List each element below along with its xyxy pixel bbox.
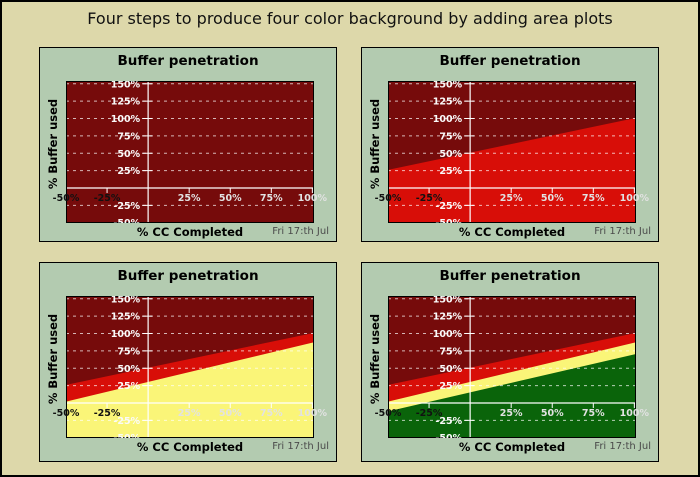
chart-title: Buffer penetration: [439, 53, 581, 69]
x-tick-label: -50%: [53, 408, 80, 419]
x-tick-label: 25%: [178, 193, 201, 204]
chart-panel-step4: Buffer penetration % Buffer used 150% 125…: [361, 262, 659, 462]
x-axis-title: % CC Completed: [136, 225, 244, 239]
plot-area-step2: 150% 125% 100% 75% 50% 25% -25% -50% -50% -25% 25%…: [375, 81, 650, 223]
chart-panel-step3: Buffer penetration % Buffer used 150% 125…: [39, 262, 337, 462]
date-footer: Fri 17:th Jul: [594, 441, 651, 452]
area-layers: [388, 296, 636, 438]
x-tick-label: 100%: [298, 193, 328, 204]
y-tick-label: 150%: [111, 81, 141, 90]
chart-title: Buffer penetration: [439, 268, 581, 284]
plot-border: [388, 296, 636, 438]
y-tick-label: 125%: [433, 97, 463, 108]
y-tick-label: -25%: [435, 201, 462, 212]
x-tick-label: 25%: [500, 193, 523, 204]
x-tick-label: 100%: [620, 408, 650, 419]
area-layers: [66, 81, 314, 223]
x-tick-label: -50%: [375, 408, 402, 419]
chart-panel-step2: Buffer penetration % Buffer used 150% 125…: [361, 47, 659, 242]
y-tick-label: 100%: [111, 329, 141, 340]
chart-title: Buffer penetration: [117, 53, 259, 69]
x-tick-label: -25%: [416, 193, 443, 204]
x-tick-label: 100%: [298, 408, 328, 419]
y-tick-label: 75%: [117, 131, 140, 142]
y-tick-label: 125%: [111, 312, 141, 323]
x-axis-title: % CC Completed: [458, 225, 566, 239]
x-tick-label: 100%: [620, 193, 650, 204]
x-tick-label: 75%: [260, 408, 283, 419]
plot-area-step4: 150% 125% 100% 75% 50% 25% -25% -50% -50% -25% 25%…: [375, 296, 650, 438]
y-tick-label: 50%: [117, 364, 140, 375]
y-tick-label: -25%: [113, 201, 140, 212]
plot-border: [388, 81, 636, 223]
x-tick-label: 75%: [582, 408, 605, 419]
chart-panel-step1: Buffer penetration % Buffer used 150% 125…: [39, 47, 337, 242]
x-axis-title: % CC Completed: [136, 440, 244, 454]
area-layer-red: [388, 117, 636, 223]
y-tick-label: 50%: [117, 149, 140, 160]
y-tick-label: 75%: [439, 346, 462, 357]
y-tick-label: 50%: [439, 149, 462, 160]
y-tick-label: -50%: [435, 433, 462, 438]
y-tick-label: 25%: [117, 166, 140, 177]
y-tick-label: 75%: [117, 346, 140, 357]
plot-border: [66, 81, 314, 223]
area-layers: [66, 296, 314, 438]
area-layer-darkred: [66, 81, 314, 223]
y-tick-label: -50%: [113, 433, 140, 438]
x-tick-label: -25%: [416, 408, 443, 419]
x-tick-label: -50%: [375, 193, 402, 204]
y-tick-label: 150%: [111, 296, 141, 305]
y-tick-label: 25%: [117, 381, 140, 392]
date-footer: Fri 17:th Jul: [272, 441, 329, 452]
chart-title: Buffer penetration: [117, 268, 259, 284]
date-footer: Fri 17:th Jul: [594, 226, 651, 237]
plot-border: [66, 296, 314, 438]
area-layer-yellow: [66, 342, 314, 438]
y-tick-label: 75%: [439, 131, 462, 142]
y-tick-label: 100%: [433, 329, 463, 340]
x-axis-title: % CC Completed: [458, 440, 566, 454]
y-tick-label: 25%: [439, 381, 462, 392]
x-tick-label: -25%: [94, 408, 121, 419]
y-tick-label: -25%: [113, 416, 140, 427]
x-tick-label: -25%: [94, 193, 121, 204]
y-tick-label: 125%: [433, 312, 463, 323]
area-layers: [388, 81, 636, 223]
y-tick-label: -50%: [435, 218, 462, 223]
x-tick-label: 50%: [541, 408, 564, 419]
y-tick-label: 100%: [433, 114, 463, 125]
x-tick-label: 25%: [500, 408, 523, 419]
y-tick-label: -25%: [435, 416, 462, 427]
x-tick-label: 75%: [582, 193, 605, 204]
x-tick-label: 50%: [219, 193, 242, 204]
x-tick-label: 50%: [541, 193, 564, 204]
x-tick-label: 75%: [260, 193, 283, 204]
y-tick-label: 25%: [439, 166, 462, 177]
y-tick-label: 125%: [111, 97, 141, 108]
y-tick-label: 50%: [439, 364, 462, 375]
plot-area-step3: 150% 125% 100% 75% 50% 25% -25% -50% -50% -25% 25%…: [53, 296, 328, 438]
y-tick-label: 150%: [433, 81, 463, 90]
area-layer-green: [388, 354, 636, 438]
figure-title: Four steps to produce four color backgro…: [87, 9, 613, 28]
y-tick-label: 150%: [433, 296, 463, 305]
date-footer: Fri 17:th Jul: [272, 226, 329, 237]
y-tick-label: -50%: [113, 218, 140, 223]
x-tick-label: 25%: [178, 408, 201, 419]
x-tick-label: 50%: [219, 408, 242, 419]
x-tick-label: -50%: [53, 193, 80, 204]
y-tick-label: 100%: [111, 114, 141, 125]
axis-lines: [66, 81, 314, 223]
axis-lines: [66, 296, 314, 438]
plot-area-step1: 150% 125% 100% 75% 50% 25% -25% -50% -50% -25% 25%…: [53, 81, 328, 223]
